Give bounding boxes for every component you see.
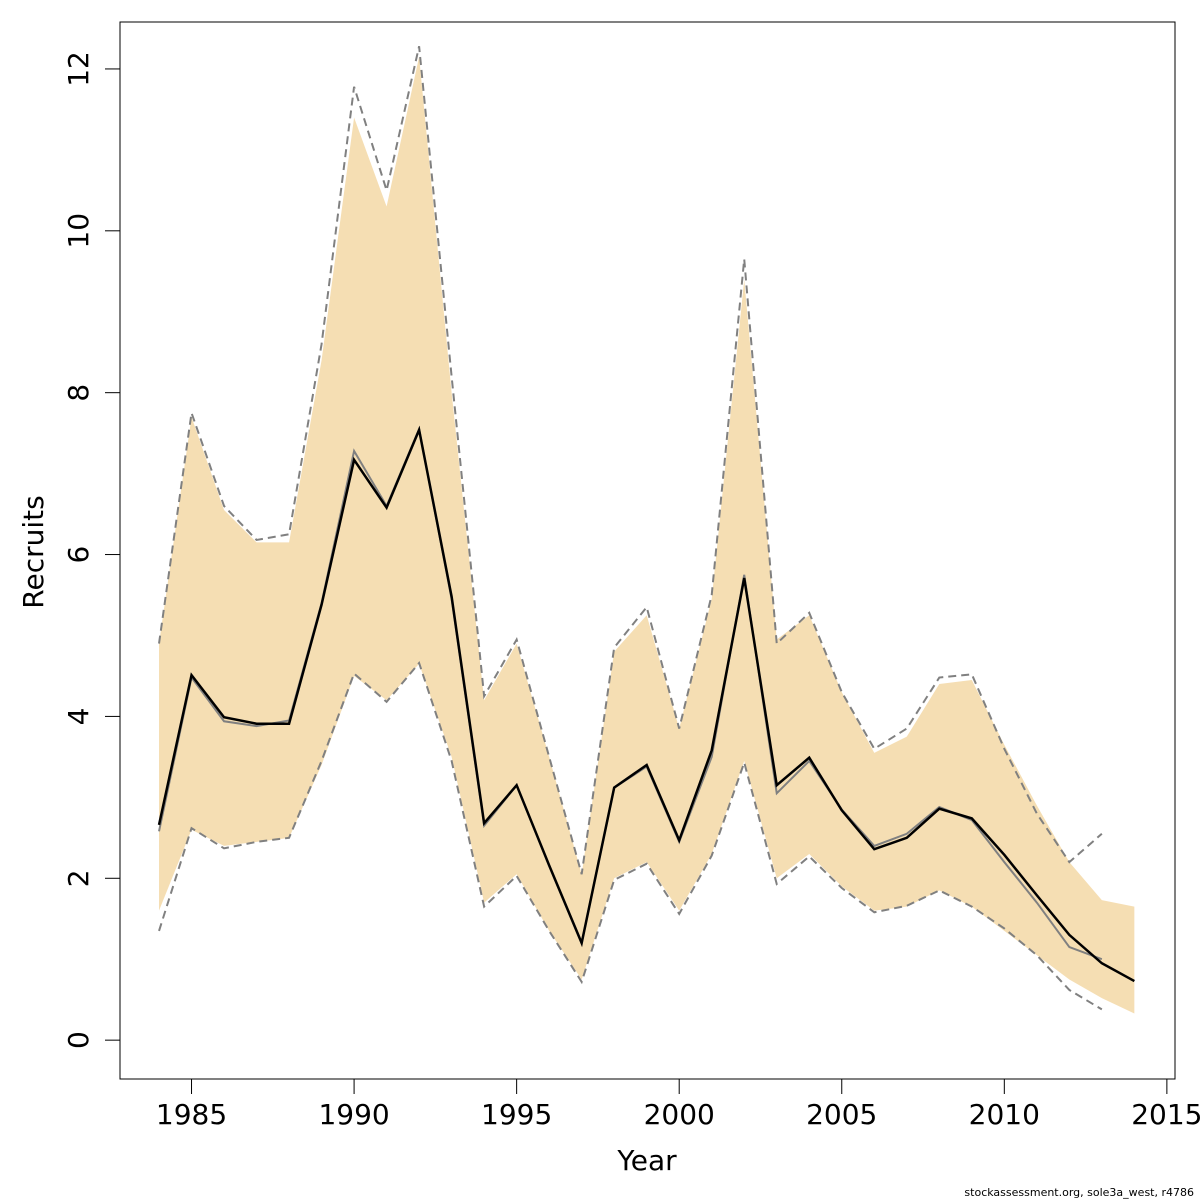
y-tick-label: 0 <box>62 1031 95 1049</box>
x-tick-label: 1995 <box>481 1098 552 1131</box>
x-tick-label: 2005 <box>806 1098 877 1131</box>
series-line <box>157 425 1135 983</box>
x-tick-label: 2000 <box>644 1098 715 1131</box>
x-axis-label: Year <box>616 1144 677 1177</box>
x-tick-label: 2010 <box>969 1098 1040 1131</box>
x-tick-label: 1985 <box>156 1098 227 1131</box>
series-line <box>158 46 1103 875</box>
footer: stockassessment.org, sole3a_west, r4786 <box>964 1186 1194 1199</box>
y-tick-label: 4 <box>62 708 95 726</box>
y-tick-label: 6 <box>62 546 95 564</box>
confidence-band <box>159 56 1135 1014</box>
x-tick-label: 2015 <box>1131 1098 1200 1131</box>
y-tick-label: 8 <box>62 384 95 402</box>
y-tick-label: 2 <box>62 869 95 887</box>
y-tick-label: 10 <box>62 213 95 249</box>
x-tick-label: 1990 <box>318 1098 389 1131</box>
series-line <box>158 660 1103 1011</box>
y-tick-label: 12 <box>62 51 95 87</box>
y-axis-label: Recruits <box>17 495 50 608</box>
plot-frame <box>119 21 1176 1080</box>
